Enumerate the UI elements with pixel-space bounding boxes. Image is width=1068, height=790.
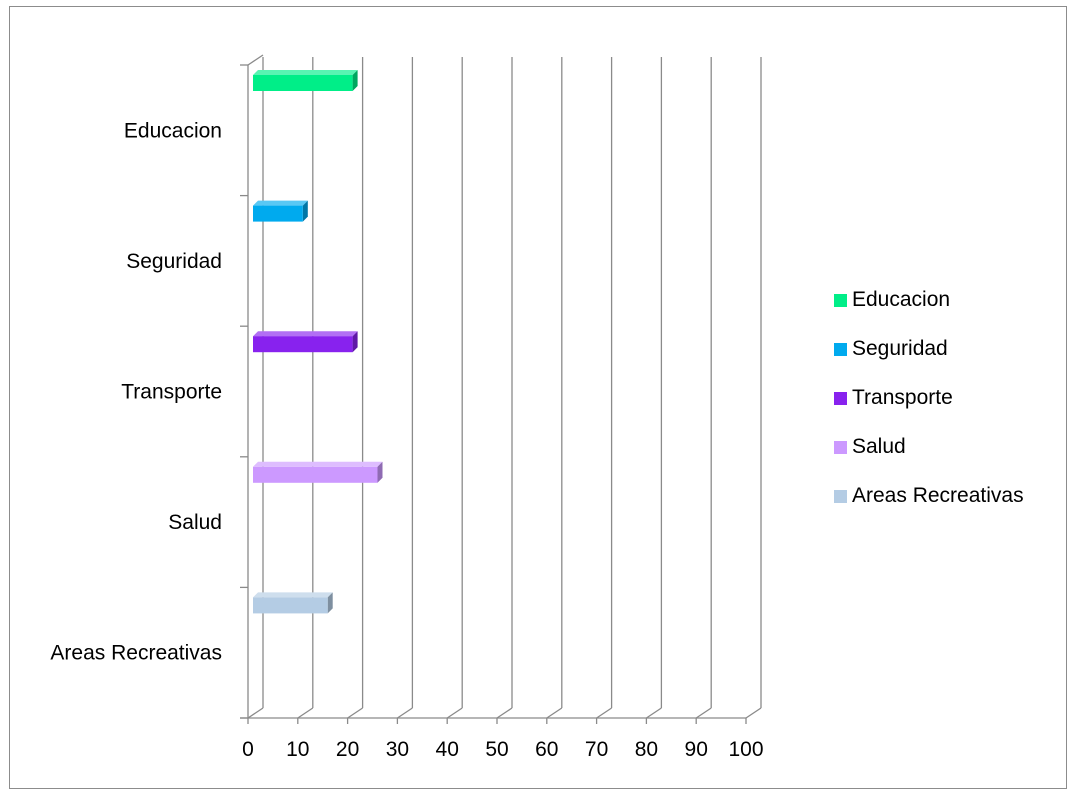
bar-side [352, 70, 358, 91]
y-category-label: Salud [168, 511, 222, 534]
floor-gridline [745, 707, 762, 719]
legend-item-seguridad: Seguridad [834, 337, 1024, 361]
floor-gridline [297, 707, 314, 719]
x-tick-label: 30 [386, 738, 409, 761]
floor-gridline [347, 707, 363, 719]
x-tick-label: 90 [685, 738, 708, 761]
floor-gridline [646, 707, 662, 719]
left-wall-top-edge [247, 54, 264, 66]
bar [253, 75, 353, 91]
x-tick-label: 40 [436, 738, 459, 761]
y-category-label: Seguridad [126, 250, 222, 273]
chart-frame [9, 6, 1067, 789]
y-category-label: Areas Recreativas [50, 642, 222, 665]
x-tick-label: 20 [336, 738, 359, 761]
x-tick-label: 100 [728, 738, 763, 761]
bar [253, 336, 353, 353]
bar-side [327, 592, 333, 614]
floor-gridline [397, 707, 413, 719]
floor-gridline [546, 707, 563, 719]
bar [253, 597, 328, 614]
floor-gridline [596, 707, 612, 719]
bar-top [253, 592, 333, 598]
legend-label-seguridad: Seguridad [852, 337, 948, 360]
bar-side [302, 200, 308, 222]
bar-side [377, 461, 383, 483]
bar [253, 466, 378, 483]
x-tick-label: 70 [585, 738, 608, 761]
legend-swatch-areas-recreativas [834, 489, 847, 503]
bar-top [253, 70, 358, 75]
legend-label-educacion: Educacion [852, 288, 951, 311]
x-tick-label: 60 [535, 738, 558, 761]
floor-gridline [496, 707, 513, 719]
x-tick-label: 0 [242, 738, 254, 761]
legend-label-transporte: Transporte [852, 386, 953, 409]
bar-top [253, 461, 383, 467]
legend-swatch-seguridad [834, 342, 847, 356]
legend-swatch-educacion [834, 293, 847, 307]
y-category-label: Transporte [121, 381, 222, 404]
floor-gridline [695, 707, 712, 719]
bar-top [253, 200, 308, 206]
legend-item-areas-recreativas: Areas Recreativas [834, 484, 1024, 508]
x-tick-label: 50 [485, 738, 508, 761]
legend-item-educacion: Educacion [834, 288, 1024, 312]
legend-swatch-salud [834, 440, 847, 454]
legend-label-areas-recreativas: Areas Recreativas [852, 484, 1024, 507]
legend-item-transporte: Transporte [834, 386, 1024, 410]
legend-label-salud: Salud [852, 435, 906, 458]
legend-item-salud: Salud [834, 435, 1024, 459]
bar-top [253, 331, 358, 337]
legend-swatch-transporte [834, 391, 847, 405]
bar-side [352, 331, 358, 353]
floor-gridline [247, 707, 264, 719]
y-category-label: Educacion [124, 119, 222, 142]
x-tick-label: 80 [635, 738, 658, 761]
floor-gridline [446, 707, 463, 719]
bar [253, 205, 303, 222]
x-tick-label: 10 [286, 738, 309, 761]
chart-legend: Educacion Seguridad Transporte Salud Are… [834, 288, 1024, 533]
